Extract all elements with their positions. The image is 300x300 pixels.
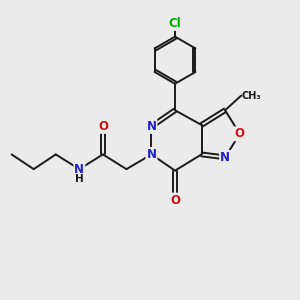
Text: N: N <box>220 151 230 164</box>
Text: Cl: Cl <box>169 17 182 30</box>
Text: CH₃: CH₃ <box>242 91 262 100</box>
Text: O: O <box>98 120 108 133</box>
Text: N: N <box>146 120 157 133</box>
Text: H: H <box>75 174 84 184</box>
Text: N: N <box>146 148 157 161</box>
Text: O: O <box>235 127 245 140</box>
Text: N: N <box>74 163 84 176</box>
Text: O: O <box>170 194 180 207</box>
